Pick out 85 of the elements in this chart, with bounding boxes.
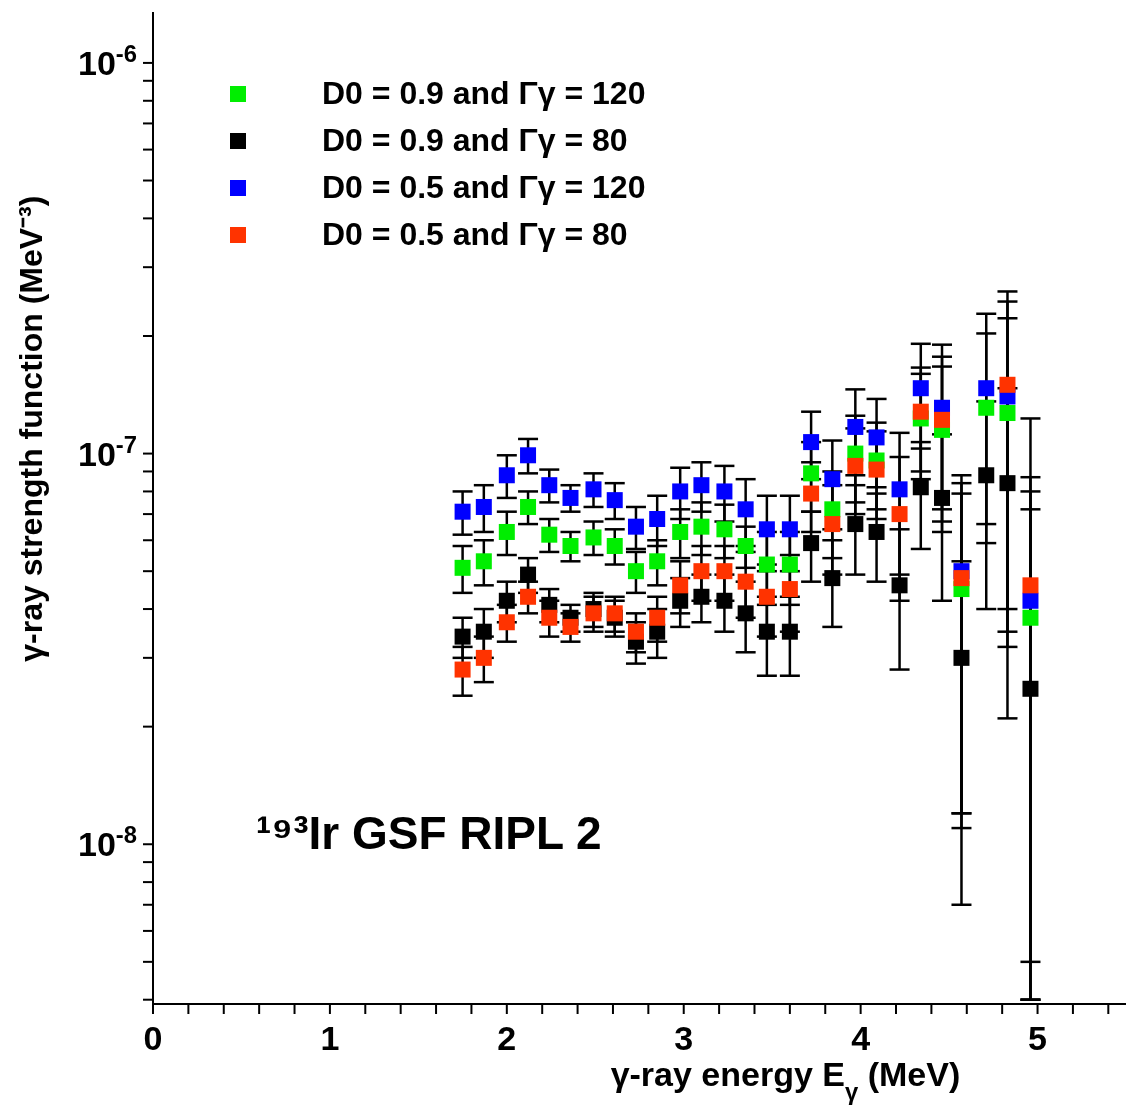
point: [758, 623, 775, 640]
point: [541, 477, 558, 494]
point: [1022, 577, 1039, 594]
point: [541, 609, 558, 626]
point: [934, 489, 951, 506]
y-tick-label: 10$^{-8}$: [78, 820, 137, 864]
point: [912, 479, 929, 496]
point: [454, 628, 471, 645]
x-tick-label: 5: [1028, 1019, 1048, 1057]
point: [454, 559, 471, 576]
x-tick-label: 4: [851, 1019, 871, 1057]
legend-label: D0 = 0.9 and Γγ = 80: [322, 121, 628, 160]
point: [585, 529, 602, 546]
point: [606, 605, 623, 622]
point: [649, 553, 666, 570]
point: [824, 501, 841, 518]
point: [627, 623, 644, 640]
point: [891, 481, 908, 498]
point: [891, 577, 908, 594]
point: [868, 461, 885, 478]
point: [627, 518, 644, 535]
point: [672, 483, 689, 500]
point: [716, 483, 733, 500]
legend-label: D0 = 0.5 and Γγ = 80: [322, 215, 628, 254]
point: [649, 511, 666, 528]
point: [585, 605, 602, 622]
point: [475, 623, 492, 640]
point: [803, 465, 820, 482]
point: [1022, 680, 1039, 697]
point: [953, 570, 970, 587]
point: [627, 563, 644, 580]
point: [541, 526, 558, 543]
legend-label: D0 = 0.9 and Γγ = 120: [322, 74, 646, 113]
point: [716, 521, 733, 538]
point: [999, 405, 1016, 422]
point: [999, 475, 1016, 492]
point: [912, 403, 929, 420]
point: [934, 411, 951, 428]
point: [693, 518, 710, 535]
point: [1022, 609, 1039, 626]
point: [999, 376, 1016, 393]
point: [868, 523, 885, 540]
point: [672, 592, 689, 609]
point: [562, 489, 579, 506]
x-tick-label: 1: [320, 1019, 340, 1057]
point: [454, 503, 471, 520]
point: [475, 553, 492, 570]
y-axis-title: γ-ray strength function (MeV⁻³): [13, 195, 49, 662]
x-tick-label: 0: [143, 1019, 163, 1057]
point: [847, 457, 864, 474]
point: [978, 399, 995, 416]
point: [498, 523, 515, 540]
point: [912, 380, 929, 397]
point: [606, 538, 623, 554]
x-tick-label: 2: [497, 1019, 517, 1057]
x-axis-title: γ-ray energy E$_{γ}$ (MeV): [610, 1055, 961, 1105]
legend-label: D0 = 0.5 and Γγ = 120: [322, 168, 646, 207]
point: [520, 498, 537, 515]
point: [454, 661, 471, 678]
point: [562, 538, 579, 554]
point: [498, 467, 515, 484]
annotation: ¹⁹³Ir GSF RIPL 2: [256, 806, 602, 860]
point: [693, 477, 710, 494]
point: [1022, 592, 1039, 609]
point: [520, 447, 537, 464]
point: [781, 623, 798, 640]
x-tick-label: 3: [674, 1019, 694, 1057]
y-tick-label: 10$^{-7}$: [78, 430, 137, 473]
point: [737, 605, 754, 622]
point: [475, 498, 492, 515]
point: [606, 492, 623, 509]
y-tick-label: 10$^{-6}$: [78, 39, 137, 82]
point: [737, 573, 754, 590]
point: [737, 501, 754, 518]
point: [498, 592, 515, 609]
point: [978, 467, 995, 484]
point: [847, 516, 864, 533]
point: [498, 614, 515, 631]
point: [978, 380, 995, 397]
point: [803, 485, 820, 502]
point: [891, 506, 908, 523]
point: [585, 481, 602, 498]
point: [953, 649, 970, 666]
point: [672, 523, 689, 540]
point: [803, 535, 820, 552]
